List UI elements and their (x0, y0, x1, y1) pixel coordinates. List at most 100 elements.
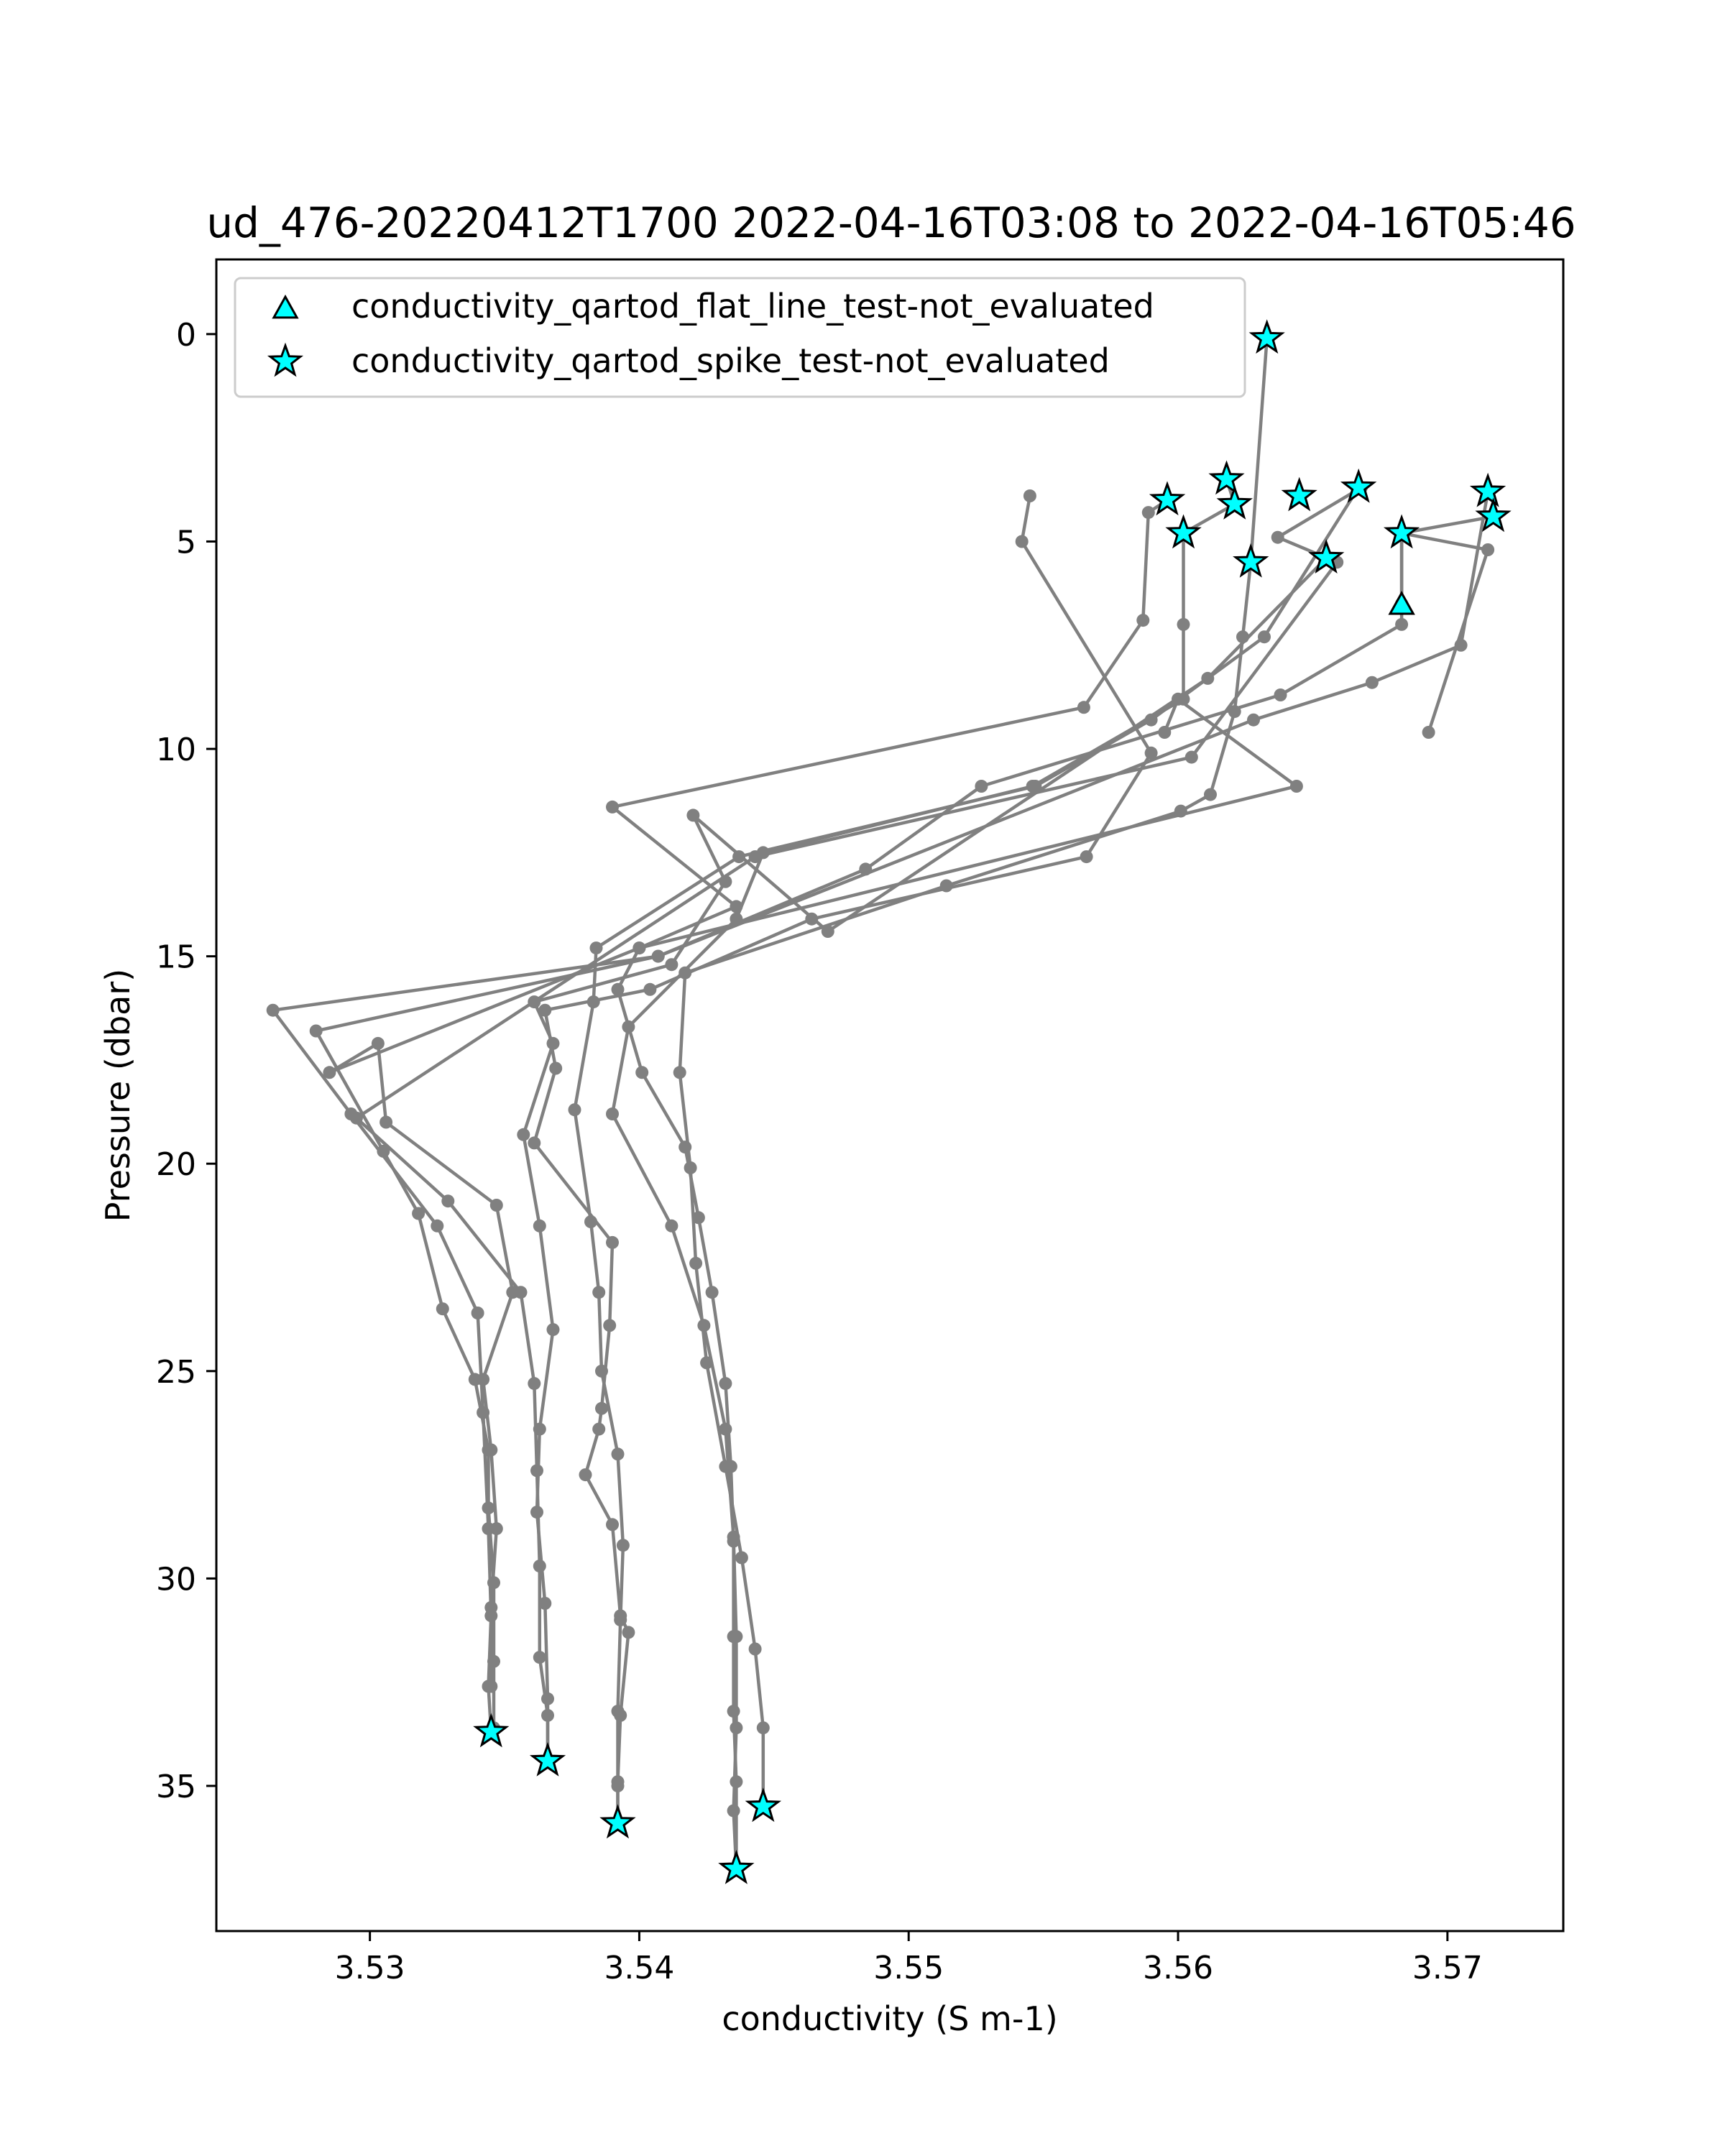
profile-point (471, 1307, 484, 1319)
profile-point (506, 1286, 520, 1299)
profile-point (477, 1373, 490, 1386)
spike-flag-star (1149, 481, 1186, 516)
star-flag-markers (473, 319, 1512, 1884)
triangle-flag-markers (1388, 591, 1415, 615)
profile-point (436, 1302, 449, 1316)
profile-point (686, 808, 700, 822)
profile-point (821, 925, 834, 938)
profile-point (1258, 630, 1271, 644)
spike-flag-star (1340, 468, 1377, 503)
spike-flag-star (529, 1741, 566, 1777)
profile-point (1395, 617, 1409, 631)
spike-flag-star (1165, 514, 1202, 549)
profile-point (730, 1630, 743, 1644)
profile-point (859, 862, 873, 876)
profile-point (606, 1235, 619, 1249)
profile-line (328, 697, 1299, 1687)
profile-point (748, 1642, 762, 1656)
profile-point (549, 1061, 563, 1075)
profile-point (489, 1522, 503, 1536)
profile-point (673, 1066, 686, 1079)
profile-point (756, 1721, 770, 1735)
profile-point (603, 1319, 617, 1332)
x-axis-label: conductivity (S m-1) (722, 1999, 1057, 2038)
profile-point (533, 1219, 546, 1233)
profile-point (1271, 530, 1284, 544)
profile-point (606, 1107, 619, 1120)
x-tick-label: 3.54 (604, 1950, 674, 1986)
profile-point (665, 1219, 678, 1233)
profile-point (622, 1020, 635, 1033)
profile-point (1204, 788, 1217, 801)
profile-point (1422, 726, 1435, 739)
spike-flag-star (718, 1849, 755, 1884)
legend-star-icon (267, 342, 304, 377)
profile-point (546, 1323, 560, 1337)
profile-point (975, 780, 988, 793)
profile-point (1172, 692, 1184, 706)
profile-line (610, 479, 1236, 1869)
profile-point (1015, 535, 1029, 548)
profile-point (533, 1560, 546, 1573)
profile-point (517, 1128, 530, 1141)
profile-point (705, 1286, 719, 1299)
profile-point (592, 1286, 606, 1299)
profile-point (611, 982, 625, 996)
profile-point (266, 1003, 280, 1017)
profile-point (727, 1530, 740, 1544)
profile-series-5 (528, 489, 1158, 1830)
profile-point (1136, 614, 1150, 627)
profile-point (730, 1721, 743, 1735)
profile-point (309, 1024, 323, 1038)
profile-point (632, 941, 646, 955)
profile-point (528, 1377, 541, 1391)
profile-point (538, 1597, 552, 1610)
profile-point (665, 958, 678, 972)
profile-point (484, 1680, 498, 1693)
profile-point (606, 1518, 619, 1531)
profile-point (1274, 688, 1287, 701)
profile-point (606, 800, 619, 814)
profile-point (1141, 506, 1155, 520)
profile-point (441, 1194, 455, 1208)
profile-point (344, 1107, 358, 1120)
profile-point (484, 1600, 498, 1614)
profile-point (592, 1422, 606, 1436)
profile-point (635, 1066, 649, 1079)
profile-point (614, 1609, 627, 1623)
legend: conductivity_qartod_flat_line_test-not_e… (234, 277, 1246, 398)
profile-point (412, 1207, 426, 1220)
data-layer (266, 319, 1512, 1884)
profile-point (1365, 676, 1379, 689)
legend-markers (267, 294, 304, 377)
profile-point (691, 1211, 705, 1225)
profile-point (1481, 543, 1495, 556)
profile-line (354, 486, 1363, 1761)
profile-point (727, 1705, 740, 1718)
spike-flag-star (1281, 476, 1317, 512)
profile-point (489, 1199, 503, 1212)
profile-point (611, 1447, 625, 1461)
y-tick-label: 35 (156, 1769, 196, 1805)
profile-point (748, 850, 762, 864)
profile-point (611, 1775, 625, 1789)
profile-point (377, 1144, 390, 1158)
profile-series-11 (323, 692, 1303, 1693)
profile-point (1023, 489, 1036, 502)
x-tick-label: 3.56 (1143, 1950, 1213, 1986)
profile-point (431, 1219, 444, 1233)
profile-point (1201, 671, 1215, 685)
profile-point (589, 941, 603, 955)
profile-point (538, 1003, 552, 1017)
profile-point (1247, 713, 1260, 727)
legend-label-spike: conductivity_qartod_spike_test-not_evalu… (351, 341, 1110, 380)
y-tick-label: 20 (156, 1146, 196, 1183)
x-tick-label: 3.57 (1412, 1950, 1483, 1986)
profile-point (546, 1036, 560, 1050)
chart-title: ud_476-20220412T1700 2022-04-16T03:08 to… (206, 198, 1576, 247)
spike-flag-star (473, 1713, 510, 1748)
profile-point (1184, 750, 1198, 764)
profile-point (380, 1115, 393, 1129)
profile-point (643, 982, 657, 996)
